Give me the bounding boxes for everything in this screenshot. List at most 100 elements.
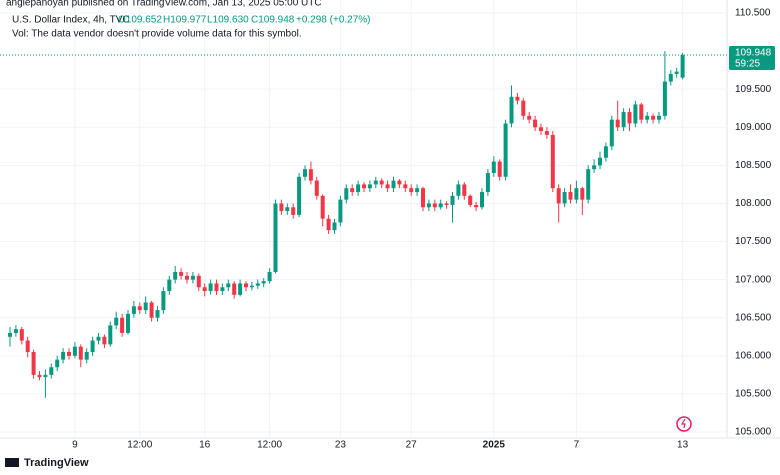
volume-note: Vol: The data vendor doesn't provide vol… xyxy=(12,29,302,40)
candle-body xyxy=(592,165,597,170)
candle-body xyxy=(367,184,372,189)
x-tick-label: 12:00 xyxy=(127,440,152,451)
candle-body xyxy=(238,283,243,295)
candle-body xyxy=(657,115,661,120)
candle-body xyxy=(497,161,502,177)
symbol: U.S. Dollar Index, 4h, TVC xyxy=(12,15,130,26)
candle-body xyxy=(527,115,532,120)
candle-body xyxy=(621,112,626,128)
candle-body xyxy=(114,317,119,326)
candle-body xyxy=(161,291,166,311)
x-tick-label: 13 xyxy=(677,440,689,451)
x-tick-label: 27 xyxy=(406,440,418,451)
candle-body xyxy=(362,184,366,189)
candle-body xyxy=(31,352,36,375)
candle-body xyxy=(273,203,278,273)
candle-body xyxy=(78,346,83,360)
candle-body xyxy=(533,119,538,128)
candle-body xyxy=(580,188,585,200)
x-tick-label: 23 xyxy=(335,440,347,451)
candle-body xyxy=(332,222,337,231)
candle-body xyxy=(503,123,508,177)
y-tick-label: 105.000 xyxy=(735,427,772,438)
candle-body xyxy=(462,184,467,196)
candle-body xyxy=(291,207,296,215)
candles xyxy=(8,51,685,398)
ohlc-low: L109.630 xyxy=(207,15,249,26)
candle-body xyxy=(202,287,207,292)
brand: TradingView xyxy=(5,457,89,469)
candle-body xyxy=(232,283,237,295)
candle-body xyxy=(509,96,514,124)
candle-body xyxy=(373,180,378,185)
candle-body xyxy=(438,203,443,208)
candle-body xyxy=(55,359,60,368)
candle-body xyxy=(474,204,479,208)
candle-body xyxy=(49,367,54,375)
candle-body xyxy=(521,100,526,116)
candle-body xyxy=(19,329,24,341)
candle-body xyxy=(72,346,77,356)
y-tick-label: 106.000 xyxy=(735,350,772,361)
x-tick-label: 16 xyxy=(199,440,211,451)
candle-body xyxy=(37,374,42,378)
candle-body xyxy=(338,199,343,223)
candle-body xyxy=(480,192,484,208)
candle-body xyxy=(515,96,520,101)
candle-body xyxy=(450,195,455,205)
candle-body xyxy=(627,112,632,124)
ohlc-close: C109.948 xyxy=(251,15,295,26)
brand-logo xyxy=(5,458,19,467)
candle-body xyxy=(131,306,136,314)
candle-body xyxy=(674,71,679,74)
candle-body xyxy=(680,55,685,78)
candle-body xyxy=(651,115,656,120)
candle-body xyxy=(120,317,125,333)
publisher-note: anglepanoyan published on TradingView.co… xyxy=(6,0,322,9)
candle-body xyxy=(185,275,189,280)
candle-body xyxy=(303,169,307,177)
candle-body xyxy=(43,374,48,378)
candle-body xyxy=(539,127,543,132)
timer-bolt xyxy=(680,418,686,429)
candle-body xyxy=(167,279,172,292)
y-tick-label: 109.000 xyxy=(735,122,772,133)
candle-body xyxy=(297,176,302,215)
y-tick-label: 109.500 xyxy=(735,84,772,95)
candle-body xyxy=(143,302,148,311)
candle-body xyxy=(603,146,608,158)
candle-body xyxy=(108,325,113,345)
x-tick-label: 7 xyxy=(574,440,580,451)
x-tick-label: 2025 xyxy=(483,440,506,451)
candle-body xyxy=(326,218,331,231)
candle-body xyxy=(586,169,591,200)
candle-body xyxy=(397,180,402,185)
candle-body xyxy=(645,115,650,120)
candle-body xyxy=(468,195,473,205)
candle-body xyxy=(615,119,620,128)
candle-body xyxy=(415,188,420,193)
candle-body xyxy=(633,104,638,124)
candle-body xyxy=(409,188,414,193)
candle-body xyxy=(208,283,213,292)
candle-body xyxy=(173,272,178,280)
y-tick-label: 108.000 xyxy=(735,198,772,209)
candle-body xyxy=(190,275,195,280)
candle-body xyxy=(544,131,549,135)
candle-body xyxy=(149,302,154,318)
candle-body xyxy=(255,283,260,286)
candle-body xyxy=(426,203,431,208)
y-tick-label: 108.500 xyxy=(735,160,772,171)
candle-body xyxy=(639,104,644,120)
candle-body xyxy=(344,188,349,200)
candle-body xyxy=(67,352,71,356)
candle-body xyxy=(61,352,66,360)
candle-body xyxy=(196,275,201,288)
timer-icon xyxy=(676,416,692,432)
candle-body xyxy=(403,184,408,189)
candle-body xyxy=(155,310,160,318)
brand-name: TradingView xyxy=(24,457,89,469)
candle-body xyxy=(421,188,425,208)
ohlc-change: +0.298 (+0.27%) xyxy=(296,15,371,26)
